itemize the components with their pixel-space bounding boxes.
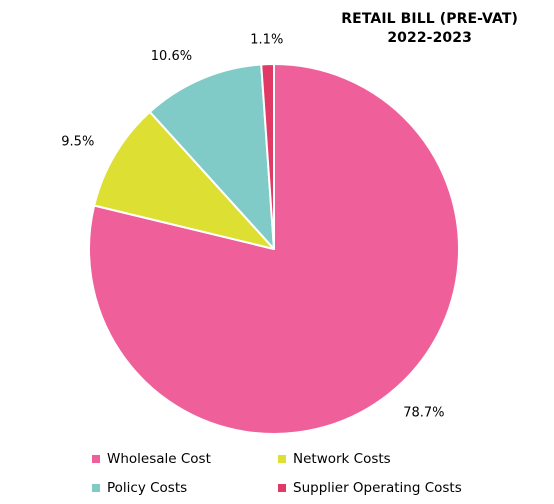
pie-slice-network-costs: [93, 110, 275, 250]
legend-label-policy-costs: Policy Costs: [107, 479, 188, 496]
legend-item-supplier-operating-costs: Supplier Operating Costs: [278, 478, 492, 497]
legend-item-network-costs: Network Costs: [278, 449, 492, 468]
data-label-network-costs: 9.5%: [61, 135, 94, 150]
chart-title-line-2: 2022-2023: [387, 30, 472, 46]
legend-swatch-wholesale-cost: [92, 454, 100, 463]
data-label-supplier-operating-costs: 1.1%: [250, 33, 283, 48]
data-label-policy-costs: 10.6%: [151, 49, 192, 64]
legend-item-policy-costs: Policy Costs: [92, 478, 278, 497]
legend-label-supplier-operating-costs: Supplier Operating Costs: [293, 479, 462, 496]
legend-swatch-network-costs: [278, 454, 286, 463]
data-label-wholesale-cost: 78.7%: [403, 406, 444, 421]
legend-item-wholesale-cost: Wholesale Cost: [92, 449, 278, 468]
legend-swatch-policy-costs: [92, 483, 100, 492]
chart-title: RETAIL BILL (PRE-VAT) 2022-2023: [341, 10, 518, 48]
legend-label-wholesale-cost: Wholesale Cost: [107, 450, 211, 467]
pie-slice-policy-costs: [148, 63, 275, 250]
legend-label-network-costs: Network Costs: [293, 450, 391, 467]
legend-swatch-supplier-operating-costs: [278, 483, 286, 492]
pie-slice-supplier-operating-costs: [260, 63, 275, 250]
chart-title-line-1: RETAIL BILL (PRE-VAT): [341, 11, 518, 27]
chart-legend: Wholesale Cost Network Costs Policy Cost…: [92, 449, 492, 497]
pie-slice-wholesale-cost: [88, 63, 460, 435]
